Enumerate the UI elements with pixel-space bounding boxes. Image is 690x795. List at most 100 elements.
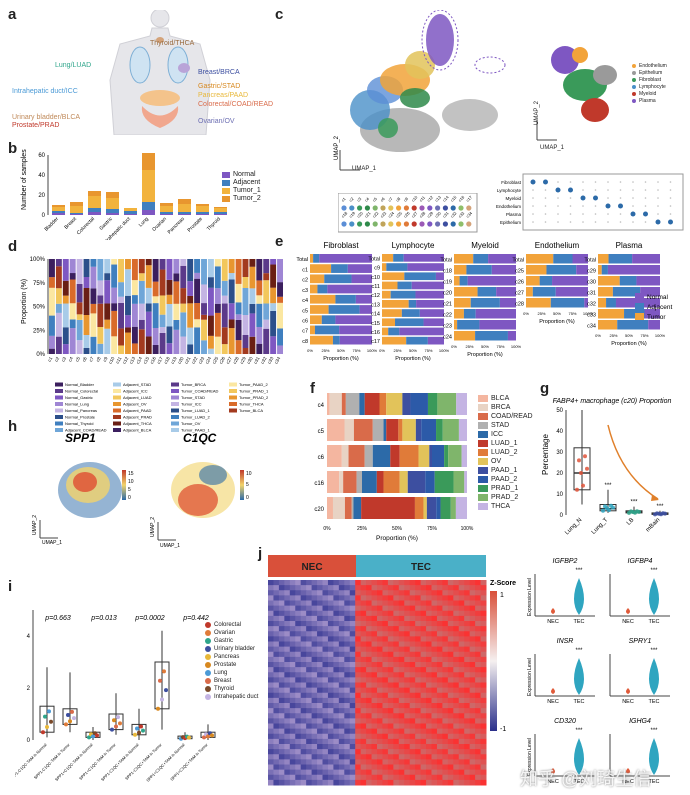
heat-cell: [338, 585, 345, 591]
heat-cell: [355, 631, 362, 637]
bar-segment: [314, 325, 340, 335]
heat-cell: [371, 733, 378, 740]
bar-segment: [124, 208, 137, 211]
bar-segment: [372, 419, 384, 441]
heat-cell: [404, 759, 411, 765]
heat-cell: [311, 656, 318, 663]
heat-cell: [387, 605, 394, 612]
heat-cell: [295, 703, 302, 709]
point: [91, 734, 95, 739]
heat-cell: [475, 779, 482, 786]
heat-cell: [306, 708, 313, 714]
heat-cell: [458, 733, 465, 740]
point: [611, 505, 615, 510]
bar-segment: [52, 205, 65, 207]
heat-cell: [409, 708, 416, 714]
heat-cell: [475, 667, 482, 673]
violin-x-label: NEC: [547, 619, 559, 625]
heat-cell: [371, 754, 378, 760]
point: [663, 511, 667, 516]
heat-cell: [447, 600, 454, 607]
bar-segment: [196, 206, 209, 212]
dotplot-dot: [619, 221, 622, 223]
heat-cell: [436, 692, 443, 699]
x-tick-label: 75%: [424, 348, 432, 353]
heat-cell: [409, 667, 416, 673]
heat-cell: [382, 667, 389, 673]
heat-cell: [409, 610, 416, 617]
bar-segment: [397, 281, 412, 290]
dotplot-dot: [582, 213, 584, 215]
heat-cell: [317, 764, 323, 771]
heat-cell: [306, 703, 313, 709]
heat-cell: [420, 585, 427, 591]
heat-cell: [480, 738, 487, 745]
violin-tec: [574, 738, 584, 775]
legend-label: Adjacent_LUAD: [123, 395, 152, 400]
legend-label: Fibroblast: [639, 77, 661, 83]
heat-cell: [338, 733, 345, 740]
heat-cell: [284, 651, 291, 658]
heat-cell: [366, 610, 373, 617]
chart-d-proportions: 0%25%50%75%100%Proportion (%)c1 c2 c3 c4 c5 c…: [21, 257, 283, 365]
heat-cell: [349, 692, 356, 699]
bar-segment: [160, 203, 173, 206]
bar-segment: [270, 336, 277, 354]
bar-segment: [69, 259, 76, 274]
bar-segment: [69, 328, 76, 354]
bar-segment: [459, 276, 468, 286]
heat-cell: [447, 759, 454, 765]
heat-cell: [300, 779, 307, 786]
heat-cell: [436, 769, 443, 776]
c1qc-hotspot: [178, 484, 218, 516]
heat-cell: [426, 636, 432, 642]
heat-cell: [475, 708, 482, 714]
heat-cell: [273, 769, 280, 776]
heat-cell: [371, 774, 378, 781]
heat-cell: [268, 667, 274, 673]
heat-cell: [442, 590, 449, 596]
heat-cell: [278, 600, 285, 607]
heat-cell: [311, 764, 318, 771]
bar-segment: [496, 287, 516, 297]
bar-segment: [160, 212, 173, 214]
heat-cell: [436, 636, 443, 642]
bar-segment: [395, 318, 424, 327]
heat-cell: [317, 774, 323, 781]
heat-cell: [464, 631, 471, 637]
heat-cell: [333, 682, 340, 689]
heat-cell: [415, 605, 422, 612]
heat-cell: [426, 621, 432, 627]
heat-cell: [426, 667, 432, 673]
bar-segment: [598, 287, 613, 297]
umap-x: UMAP_1: [42, 540, 62, 545]
heat-cell: [317, 662, 323, 668]
heat-cell: [289, 580, 296, 586]
row-label: c17: [371, 339, 380, 345]
heat-cell: [393, 646, 400, 653]
heat-cell: [338, 636, 345, 642]
legend-label: Adjacent_PRAD: [123, 415, 152, 420]
row-label: c18: [443, 269, 452, 275]
violin-tec: [649, 738, 659, 775]
heat-cell: [453, 744, 460, 750]
heat-cell: [382, 646, 389, 653]
heat-cell: [431, 744, 438, 750]
x-tick-label: SPP1-C1QC-TAM in Normal: [15, 742, 48, 781]
heat-cell: [311, 610, 318, 617]
bar-segment: [464, 471, 467, 493]
heat-cell: [344, 703, 351, 709]
heat-cell: [387, 779, 394, 786]
heat-cell: [442, 615, 449, 622]
umap-y: UMAP_2: [32, 515, 38, 535]
heat-cell: [289, 764, 296, 771]
heat-cell: [278, 590, 285, 596]
legend-swatch: [171, 389, 179, 393]
heat-cell: [268, 626, 274, 632]
legend-label: Adjacent_OV: [123, 402, 147, 407]
heat-cell: [273, 672, 280, 678]
heat-cell: [327, 631, 334, 637]
dotplot-dot: [607, 221, 609, 223]
legend-label: Normal_Gastric: [65, 395, 93, 400]
heat-cell: [475, 728, 482, 735]
